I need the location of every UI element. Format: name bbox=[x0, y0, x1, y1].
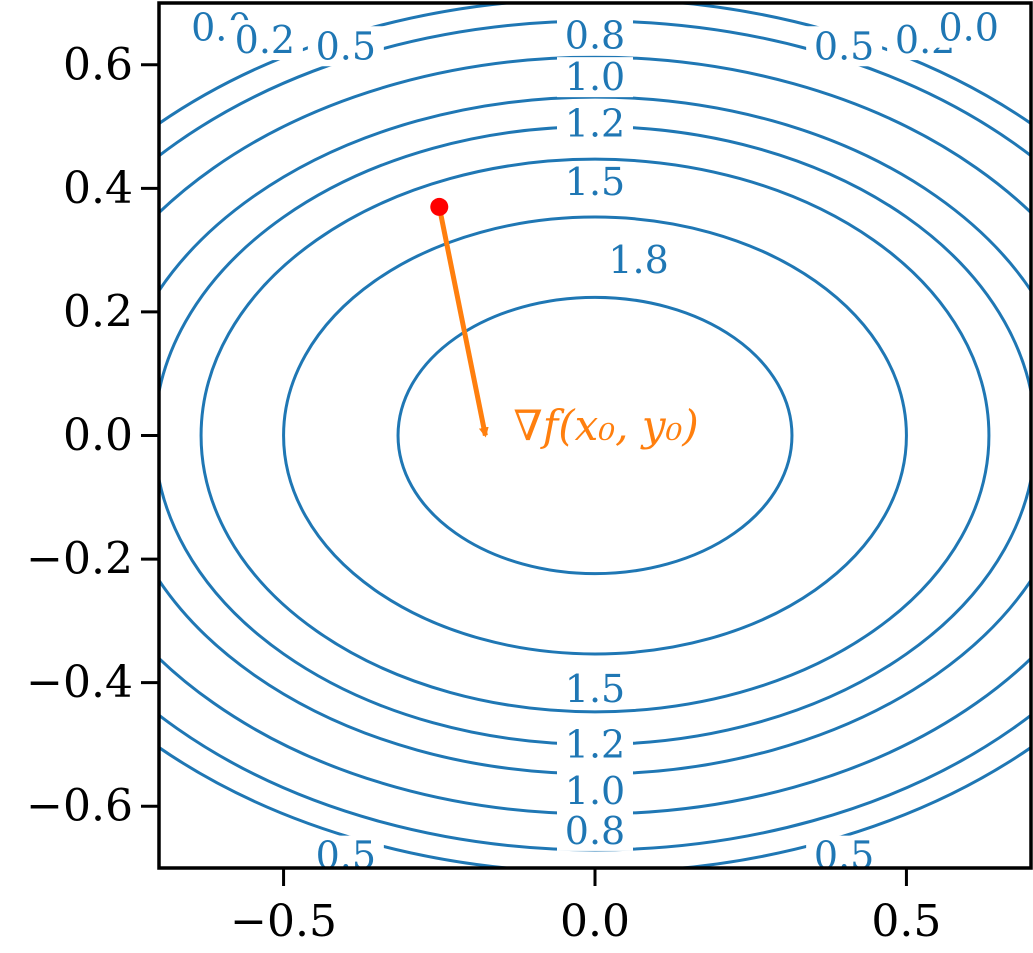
contour-label-bg bbox=[806, 26, 883, 67]
contour-label: 0.8 bbox=[565, 14, 625, 58]
contour-label: 0.2 bbox=[235, 18, 295, 62]
y-tick-label: −0.2 bbox=[26, 534, 133, 585]
x-tick-label: 0.5 bbox=[871, 896, 941, 947]
contour-label-bg bbox=[307, 835, 384, 868]
contour-level-1-5 bbox=[282, 215, 908, 656]
y-tick-label: 0.2 bbox=[63, 286, 133, 337]
x-tick-label: 0.0 bbox=[560, 896, 630, 947]
contour-level-1-2 bbox=[199, 157, 991, 714]
contour-label: 0.0 bbox=[938, 6, 998, 50]
x-tick-label: −0.5 bbox=[230, 896, 337, 947]
gradient-label: ∇f(x₀, y₀) bbox=[513, 401, 698, 450]
y-tick-label: −0.4 bbox=[26, 657, 133, 708]
contour-label: 1.0 bbox=[565, 769, 625, 813]
contour-label: 1.5 bbox=[565, 160, 625, 204]
contour-label: 1.2 bbox=[565, 722, 625, 766]
contour-label-bg bbox=[930, 7, 1007, 48]
contour-label: 1.0 bbox=[565, 55, 625, 99]
contour-label-bg bbox=[557, 15, 633, 56]
contour-label-bg bbox=[600, 240, 677, 281]
x-axis-ticks: −0.5 0.0 0.5 bbox=[230, 868, 941, 947]
y-tick-label: 0.4 bbox=[63, 163, 133, 214]
point-marker bbox=[430, 197, 449, 216]
contour-label-bg bbox=[557, 57, 633, 98]
y-tick-label: 0.0 bbox=[63, 410, 133, 461]
contour-label: 1.8 bbox=[608, 238, 668, 282]
contour-label: 0.5 bbox=[316, 24, 376, 68]
gradient-arrow bbox=[436, 206, 489, 438]
contour-label-bg bbox=[557, 668, 633, 709]
contour-labels: 0.00.2 0.5 0.81.01.21.51.80.5 0.20.01.51.21… bbox=[183, 6, 1007, 878]
contour-label: 1.2 bbox=[565, 101, 625, 145]
y-axis-ticks: 0.6 0.4 0.2 0.0 −0.2 −0.4 −0.6 bbox=[26, 39, 159, 832]
contour-label-bg bbox=[557, 162, 633, 203]
contour-label-bg bbox=[307, 26, 384, 67]
y-tick-label: 0.6 bbox=[63, 39, 133, 90]
contour-label-bg bbox=[806, 835, 883, 868]
contour-label-bg bbox=[557, 724, 633, 765]
contour-label-bg bbox=[557, 770, 633, 811]
contour-label-bg bbox=[557, 103, 633, 144]
contour-label: 0.5 bbox=[316, 834, 376, 878]
gradient-annotation: ∇f(x₀, y₀) bbox=[430, 197, 699, 450]
contour-label: 0.5 bbox=[814, 24, 874, 68]
contour-label: 0.8 bbox=[565, 809, 625, 853]
y-tick-label: −0.6 bbox=[26, 781, 133, 832]
contour-level-1-8 bbox=[396, 295, 794, 576]
contour-label-bg bbox=[226, 20, 303, 61]
contour-label: 0.5 bbox=[814, 834, 874, 878]
contour-label: 1.5 bbox=[565, 667, 625, 711]
contour-label-bg bbox=[557, 810, 633, 851]
